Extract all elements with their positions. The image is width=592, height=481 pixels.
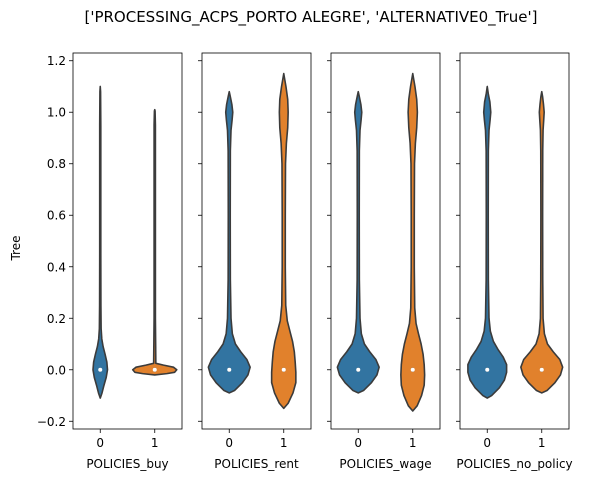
median-marker bbox=[152, 367, 157, 372]
median-marker bbox=[485, 367, 490, 372]
violin-0 bbox=[207, 90, 251, 394]
y-tick-label: 0.8 bbox=[47, 157, 66, 171]
violin-0 bbox=[336, 90, 380, 394]
x-tick-label: 0 bbox=[354, 436, 362, 450]
x-axis-label: POLICIES_buy bbox=[86, 457, 168, 471]
median-marker bbox=[356, 367, 361, 372]
x-tick-label: 0 bbox=[225, 436, 233, 450]
violin-0 bbox=[92, 85, 109, 399]
y-tick-label: 1.0 bbox=[47, 106, 66, 120]
y-tick-label: 0.0 bbox=[47, 363, 66, 377]
panel-3: 0 1 POLICIES_wage bbox=[327, 52, 441, 471]
x-tick-label: 1 bbox=[280, 436, 288, 450]
chart-panels: −0.2 0.0 0.2 0.4 0.6 0.8 1.0 1.2 0 1 POLICIES_buy 0… bbox=[37, 52, 573, 471]
y-tick-label: 0.2 bbox=[47, 312, 66, 326]
violin-0 bbox=[467, 85, 508, 399]
x-axis-label: POLICIES_no_policy bbox=[456, 457, 572, 471]
panel-1: −0.2 0.0 0.2 0.4 0.6 0.8 1.0 1.2 0 1 POLICIES_buy bbox=[37, 52, 183, 471]
x-tick-label: 0 bbox=[96, 436, 104, 450]
y-tick-label: 1.2 bbox=[47, 54, 66, 68]
x-axis-label: POLICIES_rent bbox=[214, 457, 299, 471]
x-tick-label: 1 bbox=[409, 436, 417, 450]
plot-frame bbox=[459, 52, 570, 430]
plot-frame bbox=[72, 52, 183, 430]
plot-frame bbox=[330, 52, 441, 430]
x-axis-label: POLICIES_wage bbox=[339, 457, 431, 471]
violin-1 bbox=[270, 72, 297, 410]
median-marker bbox=[539, 367, 544, 372]
median-marker bbox=[281, 367, 286, 372]
median-marker bbox=[227, 367, 232, 372]
y-tick-label: −0.2 bbox=[37, 415, 66, 429]
y-axis-label: Tree bbox=[9, 235, 23, 261]
x-tick-label: 0 bbox=[483, 436, 491, 450]
violin-1 bbox=[400, 72, 426, 412]
panel-4: 0 1 POLICIES_no_policy bbox=[456, 52, 573, 471]
violin-1 bbox=[520, 90, 564, 394]
x-tick-label: 1 bbox=[538, 436, 546, 450]
violin-1 bbox=[131, 108, 178, 376]
median-marker bbox=[410, 367, 415, 372]
plot-frame bbox=[201, 52, 312, 430]
x-tick-label: 1 bbox=[151, 436, 159, 450]
chart-title: ['PROCESSING_ACPS_PORTO ALEGRE', 'ALTERN… bbox=[84, 8, 537, 27]
median-marker bbox=[98, 367, 103, 372]
panel-2: 0 1 POLICIES_rent bbox=[198, 52, 312, 471]
y-tick-label: 0.6 bbox=[47, 209, 66, 223]
y-tick-label: 0.4 bbox=[47, 260, 66, 274]
